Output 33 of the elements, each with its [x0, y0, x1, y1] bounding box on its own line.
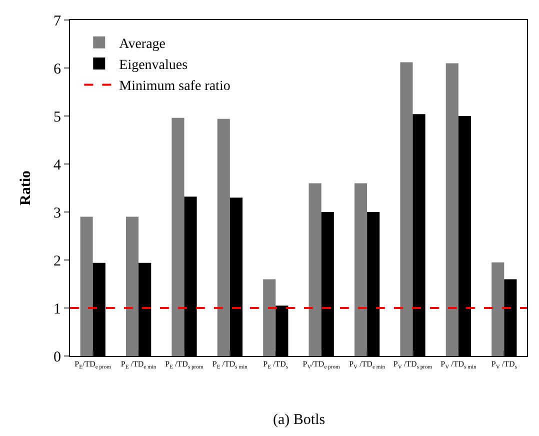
x-tick-label: P$_{E}$ /TD$_{e min}$ — [120, 360, 156, 370]
y-tick-label: 5 — [54, 109, 61, 126]
legend-label: Minimum safe ratio — [119, 79, 230, 94]
x-tick-label: P$_{E}$/TD$_{e prom}$ — [74, 360, 112, 370]
bar — [354, 183, 368, 356]
bar — [263, 279, 276, 356]
y-tick-label: 7 — [54, 13, 62, 30]
bar — [492, 262, 504, 356]
bar — [446, 63, 458, 356]
legend-label: Eigenvalues — [119, 58, 188, 73]
y-tick-label: 2 — [54, 253, 61, 270]
y-tick-label: 3 — [54, 205, 61, 222]
legend-label: Average — [119, 36, 166, 52]
y-tick-label: 6 — [54, 61, 62, 78]
y-axis-title: Ratio — [18, 170, 34, 206]
x-tick-label: P$_{E}$ /TD$_{s prom}$ — [165, 360, 204, 370]
bar — [308, 183, 322, 356]
x-tick-label: P$_{V}$ /TD$_{s min}$ — [440, 360, 476, 370]
x-tick-label: P$_{V}$ /TD$_{e min}$ — [349, 360, 386, 370]
bar — [217, 118, 230, 356]
y-tick-label: 4 — [54, 157, 62, 174]
y-tick-label: 1 — [54, 301, 61, 318]
bar — [126, 216, 139, 356]
bar — [172, 118, 184, 356]
bar — [400, 62, 413, 356]
y-tick-label: 0 — [54, 349, 61, 366]
x-tick-label: P$_{E}$ /TD$_{s min}$ — [212, 360, 248, 370]
bar — [80, 216, 93, 356]
x-tick-label: P$_{V}$ /TD$_{s}$ — [491, 360, 517, 370]
x-tick-label: P$_{E}$ /TD$_{s}$ — [263, 360, 288, 370]
x-tick-label: P$_{V}$ /TD$_{s prom}$ — [393, 360, 433, 370]
x-tick-label: P$_{V}$/TD$_{e prom}$ — [302, 360, 341, 370]
text: (a) Botls — [273, 412, 326, 428]
